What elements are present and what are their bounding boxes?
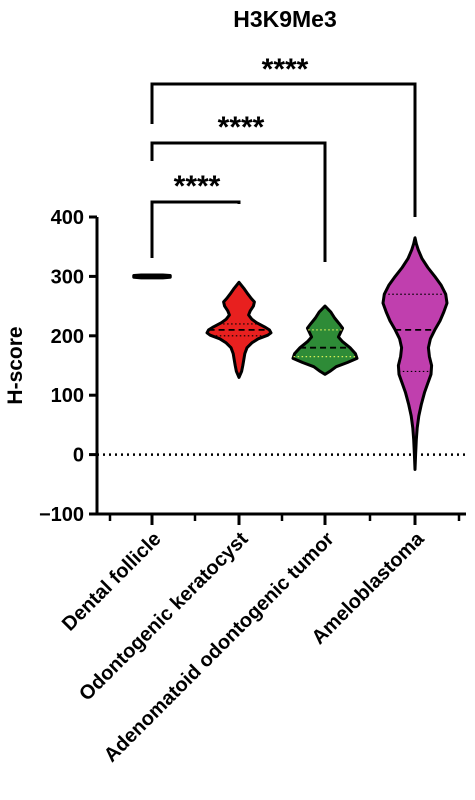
- bracket-line: [150, 82, 417, 217]
- violin-body: [291, 304, 359, 376]
- violin-1: [205, 280, 273, 379]
- y-tick-label: 400: [51, 207, 84, 229]
- significance-label: ****: [174, 170, 221, 203]
- y-tick-label: 0: [73, 445, 84, 467]
- violin-body: [132, 273, 172, 280]
- y-tick-label: 300: [51, 266, 84, 288]
- chart-title: H3K9Me3: [233, 6, 337, 32]
- significance-label: ****: [218, 111, 265, 144]
- violin-3: [381, 236, 449, 471]
- comparison-bracket-0: ****: [150, 170, 241, 258]
- bracket-line: [150, 141, 327, 262]
- y-axis-label: H-score: [4, 326, 27, 404]
- axes: −100 0 100 200 300 400: [39, 207, 466, 526]
- significance-brackets: **** **** ****: [150, 53, 417, 262]
- comparison-bracket-2: ****: [150, 53, 417, 217]
- y-tick-label: −100: [39, 504, 84, 526]
- violin-body: [381, 236, 449, 471]
- y-tick-label: 200: [51, 326, 84, 348]
- comparison-bracket-1: ****: [150, 111, 327, 262]
- y-tick-label: 100: [51, 385, 84, 407]
- violin-0: [132, 273, 172, 280]
- violins: [132, 236, 449, 471]
- significance-label: ****: [262, 53, 309, 86]
- category-label: Odontogenic keratocyst: [75, 528, 253, 706]
- violin-2: [291, 304, 359, 376]
- bracket-line: [150, 200, 241, 258]
